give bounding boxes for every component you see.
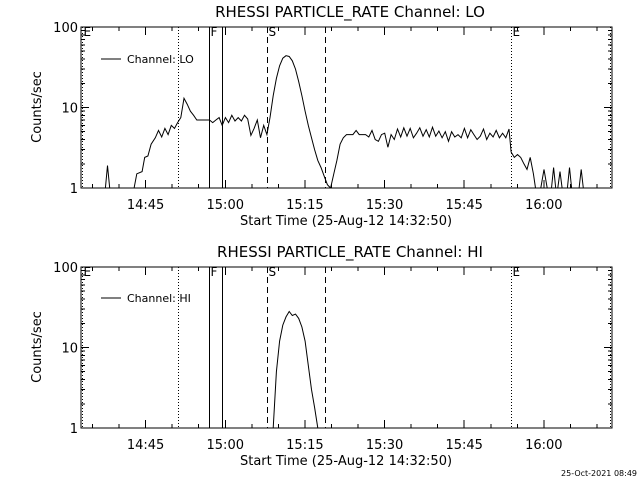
- tick-group: 1 10 100 14:45 15:00 15:15 15:30 15:45 16:00: [53, 261, 612, 453]
- series-line: [123, 55, 331, 189]
- marker-label: E: [513, 265, 521, 279]
- plot-frame: [80, 26, 613, 189]
- x-tick-label: 16:00: [525, 438, 562, 453]
- series-group: [104, 55, 584, 189]
- marker-label: S: [269, 25, 277, 39]
- y-tick-label: 1: [70, 422, 78, 437]
- x-tick-label: 15:15: [286, 438, 323, 453]
- x-tick-label: 15:45: [445, 198, 482, 213]
- y-tick-label: 10: [61, 342, 78, 357]
- series-line: [272, 310, 319, 429]
- x-tick-label: 16:00: [525, 198, 562, 213]
- x-axis-label: Start Time (25-Aug-12 14:32:50): [240, 454, 452, 469]
- marker-label: E: [513, 25, 521, 39]
- marker-label: F: [211, 265, 218, 279]
- x-tick-label: 14:45: [127, 438, 164, 453]
- panel-lo: RHESSI PARTICLE_RATE Channel: LO Counts/…: [30, 3, 613, 229]
- marker-label: E: [84, 265, 92, 279]
- panel-hi: RHESSI PARTICLE_RATE Channel: HI Counts/…: [30, 243, 613, 469]
- x-tick-label: 15:30: [366, 198, 403, 213]
- series-line: [578, 169, 584, 189]
- y-axis-label: Counts/sec: [30, 71, 45, 143]
- series-group: [272, 310, 319, 429]
- x-tick-label: 15:00: [207, 198, 244, 213]
- marker-label: F: [211, 25, 218, 39]
- x-tick-label: 15:00: [207, 438, 244, 453]
- x-tick-label: 15:30: [366, 438, 403, 453]
- y-tick-label: 10: [61, 102, 78, 117]
- legend-label: Channel: LO: [127, 53, 194, 66]
- legend-label: Channel: HI: [127, 292, 191, 305]
- series-line: [551, 167, 557, 189]
- x-axis-label: Start Time (25-Aug-12 14:32:50): [240, 214, 452, 229]
- y-tick-label: 100: [53, 21, 78, 36]
- x-tick-label: 14:45: [127, 198, 164, 213]
- y-tick-label: 100: [53, 261, 78, 276]
- chart-title: RHESSI PARTICLE_RATE Channel: LO: [215, 3, 485, 22]
- marker-label: E: [84, 25, 92, 39]
- series-line: [566, 167, 573, 189]
- x-tick-label: 15:45: [445, 438, 482, 453]
- footer-timestamp: 25-Oct-2021 08:49: [561, 469, 637, 478]
- marker-label: S: [269, 265, 277, 279]
- chart-title: RHESSI PARTICLE_RATE Channel: HI: [217, 243, 483, 262]
- x-tick-label: 15:15: [286, 198, 323, 213]
- tick-group: 1 10 100 14:45 15:00 15:15 15:30 15:45 16:00: [53, 21, 612, 213]
- series-line: [104, 165, 111, 189]
- series-line: [557, 171, 563, 189]
- y-tick-label: 1: [70, 182, 78, 197]
- series-line: [540, 169, 548, 189]
- series-line: [330, 125, 536, 189]
- y-axis-label: Counts/sec: [30, 311, 45, 383]
